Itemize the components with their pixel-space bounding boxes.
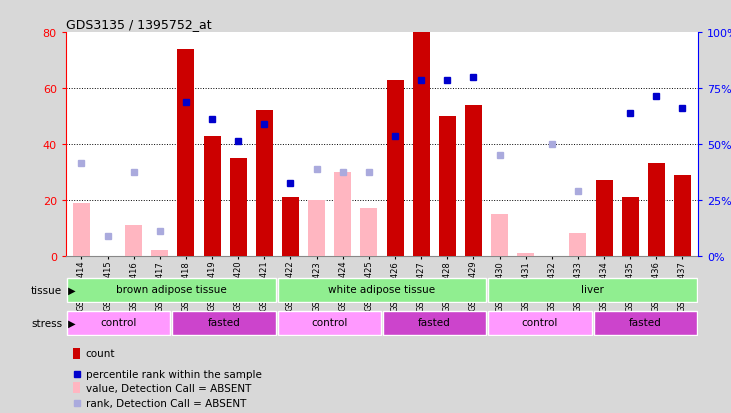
- Bar: [125, 225, 143, 256]
- Text: percentile rank within the sample: percentile rank within the sample: [86, 369, 262, 379]
- Bar: [569, 234, 586, 256]
- Bar: [488, 311, 591, 335]
- Bar: [517, 253, 534, 256]
- Text: liver: liver: [581, 285, 604, 294]
- Text: ▶: ▶: [65, 318, 76, 328]
- Bar: [67, 311, 170, 335]
- Bar: [439, 116, 455, 256]
- Text: ▶: ▶: [65, 285, 76, 295]
- Text: fasted: fasted: [208, 318, 240, 328]
- Text: control: control: [100, 318, 137, 328]
- Bar: [178, 50, 194, 256]
- Text: stress: stress: [31, 318, 62, 328]
- Bar: [465, 106, 482, 256]
- Bar: [674, 175, 691, 256]
- Bar: [173, 311, 276, 335]
- Bar: [491, 214, 508, 256]
- Bar: [488, 278, 697, 302]
- Text: value, Detection Call = ABSENT: value, Detection Call = ABSENT: [86, 383, 251, 393]
- Bar: [383, 311, 486, 335]
- Bar: [278, 278, 486, 302]
- Bar: [230, 159, 247, 256]
- Text: count: count: [86, 349, 115, 358]
- Bar: [278, 311, 381, 335]
- Text: rank, Detection Call = ABSENT: rank, Detection Call = ABSENT: [86, 398, 246, 408]
- Bar: [596, 181, 613, 256]
- Text: GDS3135 / 1395752_at: GDS3135 / 1395752_at: [66, 17, 211, 31]
- Text: control: control: [311, 318, 347, 328]
- Text: tissue: tissue: [31, 285, 62, 295]
- Bar: [151, 250, 168, 256]
- Bar: [256, 111, 273, 256]
- Bar: [594, 311, 697, 335]
- Text: fasted: fasted: [418, 318, 451, 328]
- Bar: [282, 197, 299, 256]
- Bar: [204, 136, 221, 256]
- Text: white adipose tissue: white adipose tissue: [328, 285, 436, 294]
- Text: fasted: fasted: [629, 318, 662, 328]
- Text: brown adipose tissue: brown adipose tissue: [115, 285, 227, 294]
- Bar: [308, 200, 325, 256]
- Bar: [67, 278, 276, 302]
- Bar: [648, 164, 664, 256]
- Bar: [360, 209, 377, 256]
- Bar: [621, 197, 639, 256]
- Text: control: control: [522, 318, 558, 328]
- Bar: [334, 173, 352, 256]
- Bar: [387, 81, 404, 256]
- Bar: [412, 33, 430, 256]
- Bar: [73, 203, 90, 256]
